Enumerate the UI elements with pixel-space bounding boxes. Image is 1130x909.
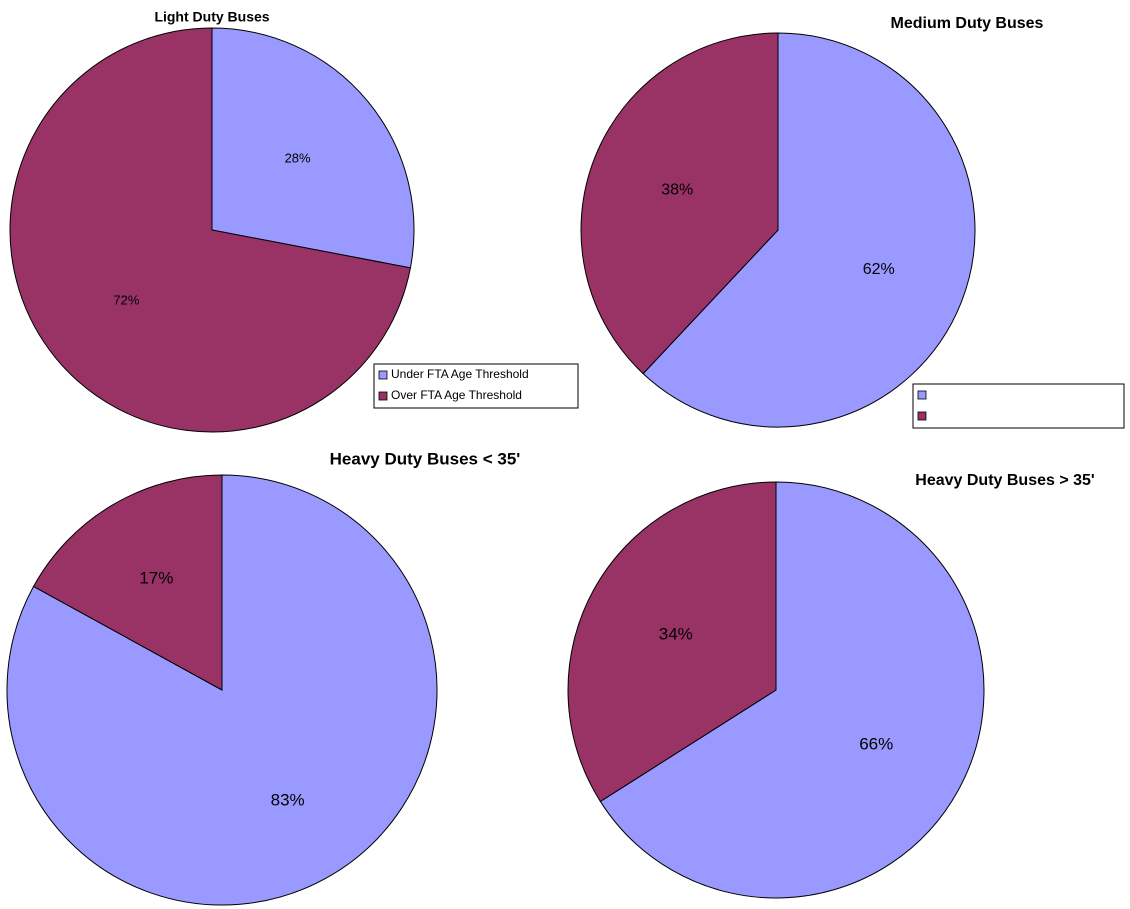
pie-chart: Heavy Duty Buses < 35' 83% 17%: [6, 449, 521, 906]
legend-swatch: [378, 391, 388, 401]
pie-slice: [642, 32, 976, 428]
chart-title: Heavy Duty Buses < 35': [330, 449, 521, 468]
chart-title: Medium Duty Buses: [891, 15, 1044, 32]
pie-slice: [211, 27, 415, 269]
slice-label: 17%: [139, 568, 173, 587]
slice-label: 83%: [271, 791, 305, 810]
pie-chart: Light Duty Buses 28% 72% Under FTA Age Thre…: [9, 9, 579, 433]
pie-slice: [6, 474, 438, 906]
slice-label: 28%: [285, 151, 311, 166]
legend-box: [912, 383, 1125, 429]
legend-swatch: [378, 370, 388, 380]
slice-label: 62%: [863, 261, 895, 278]
pie-slice: [9, 27, 412, 433]
pie-chart: Medium Duty Buses 62% 38%: [580, 15, 1125, 429]
legend-swatch: [917, 390, 927, 400]
legend-label: Over FTA Age Threshold: [391, 388, 522, 402]
slice-label: 72%: [113, 292, 139, 307]
slice-label: 38%: [661, 181, 693, 198]
legend-swatch: [917, 411, 927, 421]
pie-slice: [599, 481, 985, 899]
pie-chart: Heavy Duty Buses > 35' 66% 34%: [567, 472, 1095, 899]
chart-title: Heavy Duty Buses > 35': [915, 472, 1094, 489]
slice-label: 66%: [859, 735, 893, 754]
slice-label: 34%: [659, 624, 693, 643]
pie-slice: [32, 474, 223, 691]
legend-label: Under FTA Age Threshold: [391, 367, 529, 381]
pie-slice: [580, 32, 779, 375]
legend-box: [373, 363, 579, 409]
pie-slice: [567, 481, 777, 803]
chart-title: Light Duty Buses: [154, 9, 269, 25]
